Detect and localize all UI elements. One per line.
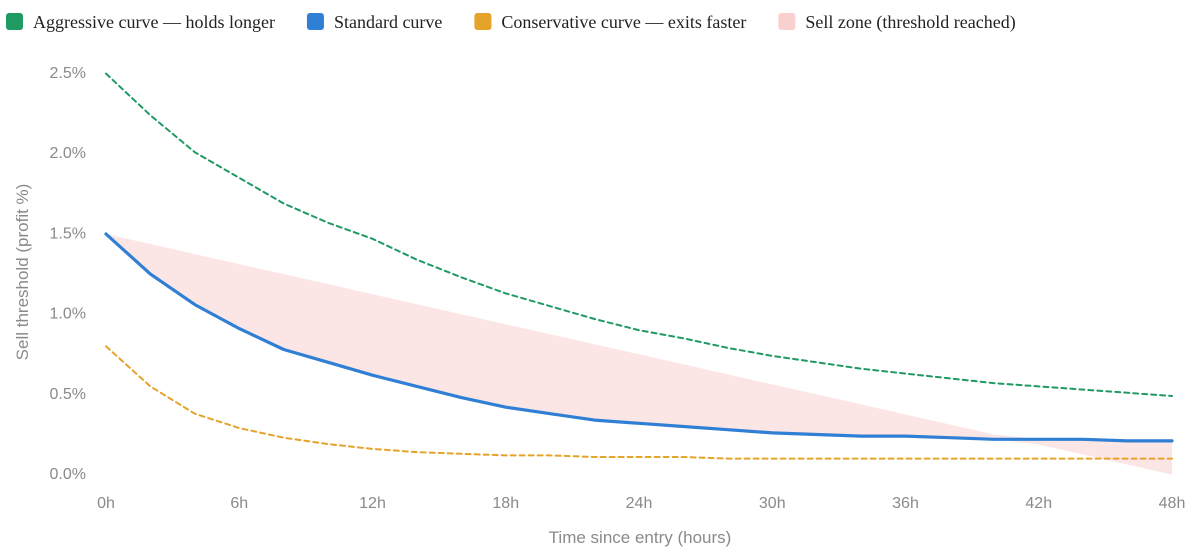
legend-swatch xyxy=(474,13,492,30)
legend-label: Standard curve xyxy=(334,12,442,32)
x-tick-label: 0h xyxy=(97,495,115,512)
y-tick-label: 1.0% xyxy=(50,306,86,323)
y-axis-ticks: 0.0% 0.5% 1.0% 1.5% 2.0% 2.5% xyxy=(50,65,86,483)
legend-item-0[interactable]: Aggressive curve — holds longer xyxy=(6,12,275,32)
x-axis-ticks: 0h 6h 12h 18h 24h 30h 36h 42h 48h xyxy=(97,495,1185,512)
x-tick-label: 36h xyxy=(892,495,919,512)
legend-swatch xyxy=(306,13,324,30)
x-tick-label: 12h xyxy=(359,495,386,512)
y-axis-title: Sell threshold (profit %) xyxy=(13,184,32,361)
legend-swatch xyxy=(778,13,796,30)
legend-item-2[interactable]: Conservative curve — exits faster xyxy=(474,12,746,32)
legend-swatch xyxy=(6,13,23,30)
y-tick-label: 0.0% xyxy=(50,466,86,483)
sell-zone-area xyxy=(106,234,1172,475)
legend-label: Conservative curve — exits faster xyxy=(501,12,746,32)
x-tick-label: 42h xyxy=(1025,495,1052,512)
x-tick-label: 48h xyxy=(1159,495,1186,512)
legend-label: Sell zone (threshold reached) xyxy=(805,12,1015,33)
y-tick-label: 2.5% xyxy=(50,65,86,82)
x-tick-label: 24h xyxy=(626,495,653,512)
x-tick-label: 30h xyxy=(759,495,786,512)
legend-item-1[interactable]: Standard curve xyxy=(306,12,442,32)
x-axis-title: Time since entry (hours) xyxy=(549,528,732,547)
y-tick-label: 2.0% xyxy=(50,145,86,162)
series-line-1 xyxy=(104,232,1174,443)
series-lines xyxy=(104,72,1174,460)
series-line-0 xyxy=(105,72,1173,397)
y-tick-label: 1.5% xyxy=(50,225,86,242)
series-line-2 xyxy=(105,345,1173,460)
legend-item-3[interactable]: Sell zone (threshold reached) xyxy=(778,12,1016,33)
sell-zone-layer xyxy=(106,234,1172,475)
legend: Aggressive curve — holds longer Standard … xyxy=(6,12,1016,33)
x-tick-label: 6h xyxy=(230,495,248,512)
x-tick-label: 18h xyxy=(492,495,519,512)
legend-label: Aggressive curve — holds longer xyxy=(33,12,275,32)
y-tick-label: 0.5% xyxy=(50,386,86,403)
